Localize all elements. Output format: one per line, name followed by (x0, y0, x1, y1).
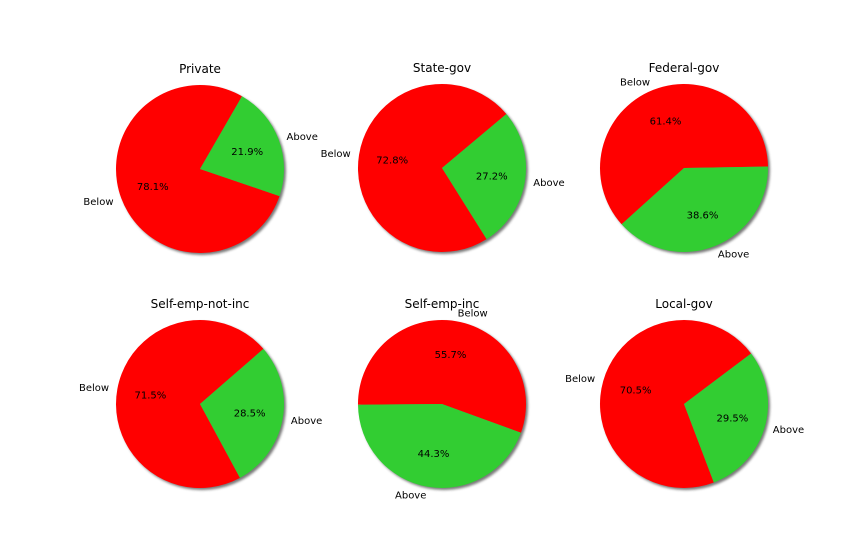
pie-title-self-emp-not-inc: Self-emp-not-inc (151, 297, 250, 311)
pie-slice-state-gov-above (442, 114, 526, 240)
pie-slice-state-gov-below (357, 83, 507, 252)
pie-self-emp-not-inc: Self-emp-not-inc 71.5% Below 28.5% Above (79, 297, 322, 490)
pie-slice-federal-gov-below (600, 83, 768, 225)
pie-slice-self-emp-not-inc-below (116, 319, 264, 488)
pie-label-self-emp-inc-below: Below (458, 308, 488, 319)
pie-slice-federal-gov-above (621, 166, 769, 252)
pie-self-emp-inc: Self-emp-inc 55.7% Below 44.3% Above (357, 297, 528, 502)
pie-percent-private-below: 78.1% (137, 182, 169, 193)
pie-label-federal-gov-above: Above (718, 250, 749, 261)
pie-title-private: Private (179, 62, 221, 76)
pie-label-state-gov-below: Below (321, 149, 351, 160)
pie-label-self-emp-not-inc-below: Below (79, 383, 109, 394)
pie-slice-self-emp-inc-below (357, 319, 526, 433)
pie-slice-local-gov-below (600, 320, 752, 489)
pie-title-state-gov: State-gov (413, 61, 471, 75)
pie-percent-private-above: 21.9% (231, 147, 263, 158)
pie-slice-self-emp-not-inc-above (200, 348, 285, 478)
pie-label-private-below: Below (83, 197, 113, 208)
pie-percent-self-emp-not-inc-below: 71.5% (135, 391, 167, 402)
pie-label-local-gov-below: Below (565, 374, 595, 385)
pie-percent-self-emp-inc-below: 55.7% (435, 350, 467, 361)
pie-title-self-emp-inc: Self-emp-inc (405, 297, 480, 311)
pie-title-local-gov: Local-gov (655, 297, 713, 311)
pie-label-federal-gov-below: Below (620, 78, 650, 89)
pie-percent-federal-gov-below: 61.4% (650, 117, 682, 128)
pie-percent-federal-gov-above: 38.6% (687, 210, 719, 221)
pie-slice-private-below (116, 84, 280, 253)
pie-percent-local-gov-below: 70.5% (620, 386, 652, 397)
pie-slice-private-above (200, 96, 285, 197)
pie-label-local-gov-above: Above (773, 425, 804, 436)
pie-slice-self-emp-inc-above (358, 404, 521, 488)
pie-percent-state-gov-below: 72.8% (376, 156, 408, 167)
pie-percent-state-gov-above: 27.2% (476, 171, 508, 182)
pie-percent-self-emp-inc-above: 44.3% (418, 449, 450, 460)
pie-label-state-gov-above: Above (533, 178, 564, 189)
pie-percent-local-gov-above: 29.5% (717, 414, 749, 425)
pie-state-gov: State-gov 72.8% Below 27.2% Above (321, 61, 565, 254)
pie-label-self-emp-not-inc-above: Above (291, 416, 322, 427)
pie-title-federal-gov: Federal-gov (649, 61, 720, 75)
pie-federal-gov: Federal-gov 61.4% Below 38.6% Above (600, 61, 770, 261)
pie-label-private-above: Above (287, 132, 318, 143)
pie-private: Private 78.1% Below 21.9% Above (83, 62, 318, 255)
pie-slice-local-gov-above (684, 353, 769, 483)
pie-label-self-emp-inc-above: Above (395, 491, 426, 502)
pie-percent-self-emp-not-inc-above: 28.5% (234, 409, 266, 420)
pie-local-gov: Local-gov 70.5% Below 29.5% Above (565, 297, 804, 490)
